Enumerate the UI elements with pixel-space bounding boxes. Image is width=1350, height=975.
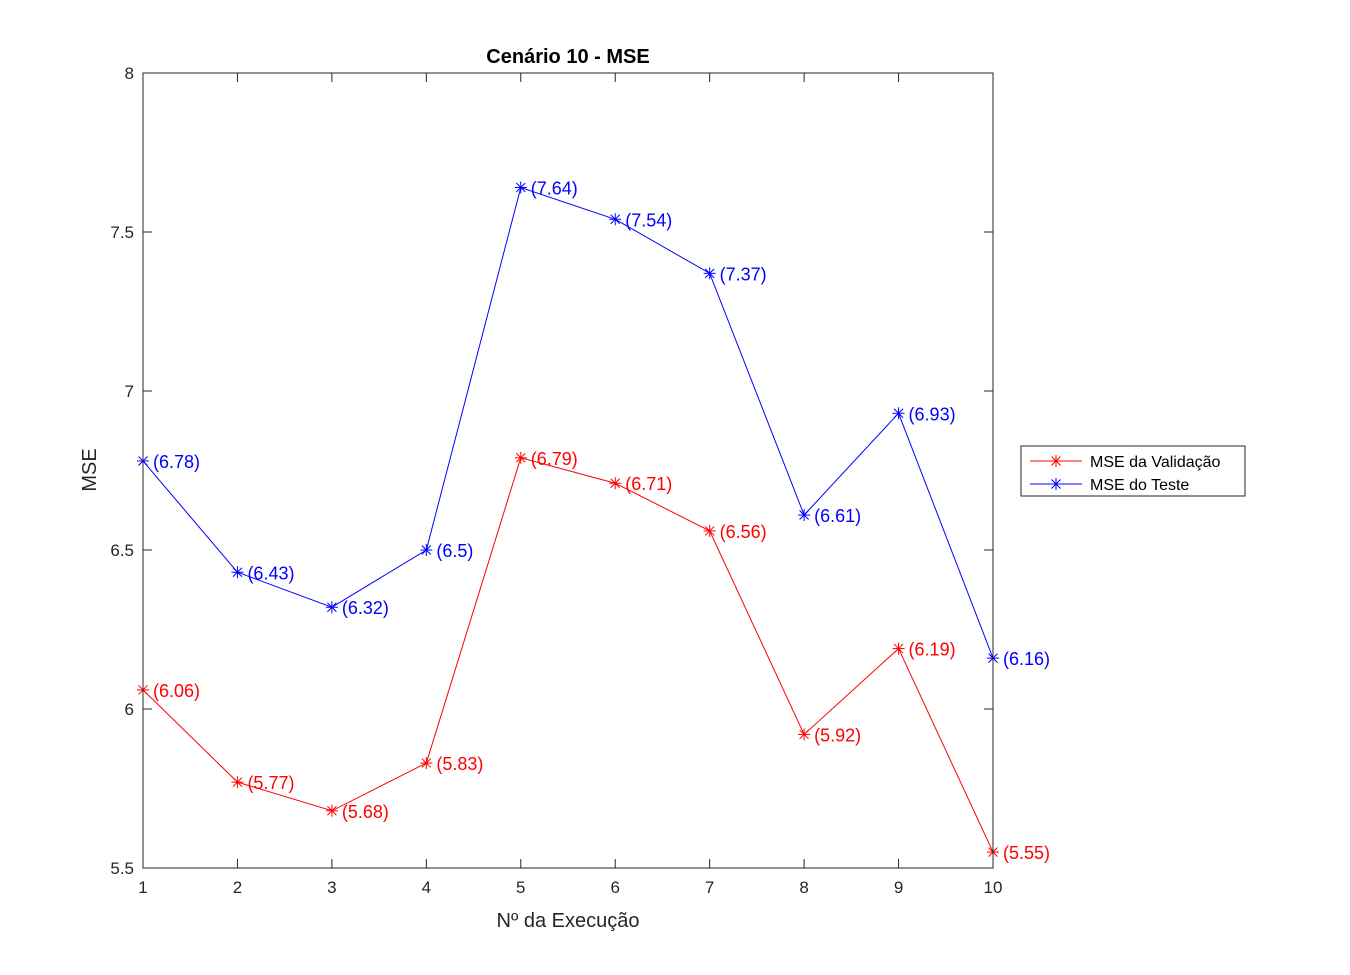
x-tick-label: 9 xyxy=(894,878,903,897)
data-label: (5.68) xyxy=(342,802,389,822)
data-point-marker xyxy=(231,566,244,579)
data-label: (6.56) xyxy=(720,522,767,542)
data-point-marker xyxy=(325,601,338,614)
data-point-marker xyxy=(703,524,716,537)
axis-ticks: 1 2 3 4 5 6 7 8 9 10 5.5 6 6.5 7 7.5 8 xyxy=(110,64,1002,897)
data-label: (6.71) xyxy=(625,474,672,494)
y-tick-label: 7.5 xyxy=(110,223,134,242)
data-point-marker xyxy=(798,509,811,522)
legend-marker-teste xyxy=(1050,478,1062,490)
data-point-marker xyxy=(420,757,433,770)
data-label: (5.55) xyxy=(1003,843,1050,863)
y-tick-label: 5.5 xyxy=(110,859,134,878)
x-tick-label: 1 xyxy=(138,878,147,897)
x-tick-label: 7 xyxy=(705,878,714,897)
data-point-marker xyxy=(703,267,716,280)
data-label: (6.5) xyxy=(436,541,473,561)
data-point-marker xyxy=(609,213,622,226)
series-line-1 xyxy=(142,457,994,853)
y-tick-label: 8 xyxy=(125,64,134,83)
x-tick-label: 10 xyxy=(984,878,1003,897)
data-point-marker xyxy=(514,181,527,194)
data-label: (6.61) xyxy=(814,506,861,526)
data-point-marker xyxy=(420,544,433,556)
x-tick-label: 3 xyxy=(327,878,336,897)
data-label: (6.78) xyxy=(153,452,200,472)
data-label: (5.92) xyxy=(814,725,861,745)
y-tick-label: 6 xyxy=(125,700,134,719)
legend-marker-validacao xyxy=(1050,455,1062,467)
legend-marker-star xyxy=(1050,455,1062,467)
x-axis-label: Nº da Execução xyxy=(497,910,640,932)
data-label: (6.93) xyxy=(909,404,956,424)
data-point-marker xyxy=(514,451,527,464)
legend-label-teste: MSE do Teste xyxy=(1090,477,1189,494)
data-label: (5.83) xyxy=(436,754,483,774)
legend-box xyxy=(1020,445,1246,497)
series-layer: (6.06) (5.77) (5.68) (5.83) (6.79) (6.71) (6.5… xyxy=(137,178,1050,863)
data-point-marker xyxy=(892,642,905,655)
data-point-marker xyxy=(892,407,905,420)
data-label: (7.37) xyxy=(720,264,767,284)
x-tick-label: 4 xyxy=(422,878,431,897)
data-label: (5.77) xyxy=(247,773,294,793)
x-tick-label: 8 xyxy=(799,878,808,897)
data-label: (6.16) xyxy=(1003,649,1050,669)
data-label: (7.64) xyxy=(531,178,578,198)
data-point-marker xyxy=(325,804,338,817)
data-label: (6.32) xyxy=(342,598,389,618)
data-label: (6.79) xyxy=(531,449,578,469)
y-axis-label: MSE xyxy=(79,448,101,491)
data-label: (6.43) xyxy=(247,563,294,583)
plot-frame xyxy=(142,72,994,869)
data-point-marker xyxy=(609,477,622,490)
data-point-marker xyxy=(231,776,244,789)
data-label: (6.19) xyxy=(909,640,956,660)
y-tick-label: 6.5 xyxy=(110,541,134,560)
legend-marker-star xyxy=(1050,478,1062,490)
data-label: (6.06) xyxy=(153,681,200,701)
legend: MSE da Validação MSE do Teste xyxy=(1020,445,1246,497)
y-tick-label: 7 xyxy=(125,382,134,401)
series-line-2 xyxy=(142,186,994,659)
x-tick-label: 2 xyxy=(233,878,242,897)
data-label: (7.54) xyxy=(625,210,672,230)
x-tick-label: 5 xyxy=(516,878,525,897)
data-point-marker xyxy=(798,728,811,741)
legend-label-validacao: MSE da Validação xyxy=(1090,454,1221,471)
chart-title: Cenário 10 - MSE xyxy=(486,46,649,68)
x-tick-label: 6 xyxy=(610,878,619,897)
